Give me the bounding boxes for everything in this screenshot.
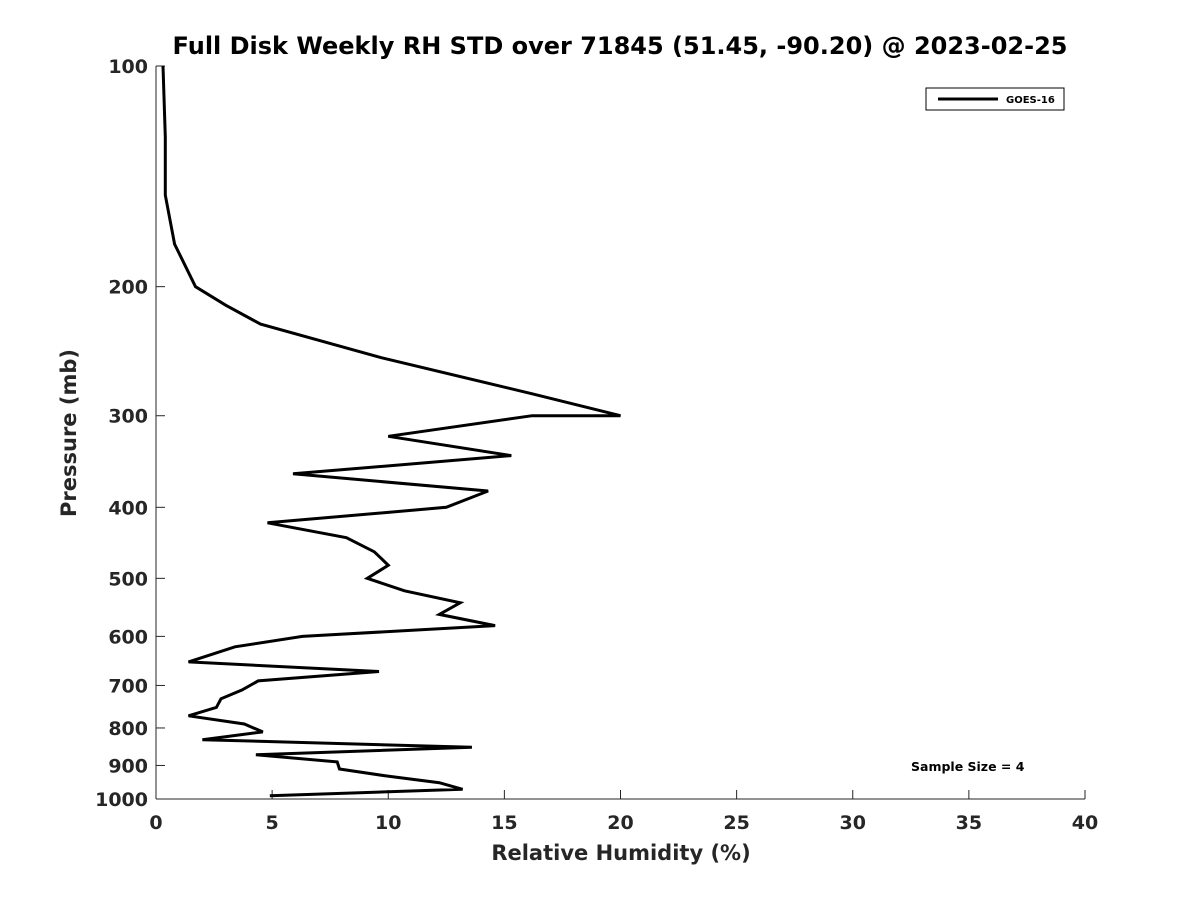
x-tick-label: 35: [956, 812, 982, 834]
y-tick-label: 700: [108, 675, 148, 697]
series-layer: [161, 65, 621, 798]
y-axis-label: Pressure (mb): [57, 349, 81, 517]
y-tick-label: 500: [108, 568, 148, 590]
x-tick-label: 30: [840, 812, 866, 834]
x-axis: 0 5 10 15 20 25 30 35 40: [149, 790, 1098, 834]
x-tick-label: 15: [491, 812, 517, 834]
y-tick-label: 800: [108, 718, 148, 740]
legend: GOES-16: [925, 87, 1065, 111]
y-tick-label: 900: [108, 755, 148, 777]
y-tick-label: 100: [108, 56, 148, 78]
x-tick-label: 25: [723, 812, 749, 834]
y-tick-label: 200: [108, 277, 148, 299]
y-tick-label: 600: [108, 626, 148, 648]
x-tick-label: 0: [149, 812, 162, 834]
x-tick-label: 20: [607, 812, 633, 834]
x-tick-label: 10: [375, 812, 401, 834]
legend-label-goes-16: GOES-16: [1006, 95, 1055, 106]
y-tick-label: 300: [108, 406, 148, 428]
y-axis: 100 200 300 400 500 600 700 800 900 1000: [95, 56, 165, 811]
x-axis-label: Relative Humidity (%): [491, 841, 750, 865]
x-tick-label: 40: [1072, 812, 1098, 834]
y-tick-label: 400: [108, 497, 148, 519]
sample-size-annotation: Sample Size = 4: [911, 759, 1025, 774]
y-tick-label: 1000: [95, 789, 148, 811]
plot-area: [155, 66, 1085, 800]
x-tick-label: 5: [266, 812, 279, 834]
series-line-0: [161, 65, 621, 798]
chart-title: Full Disk Weekly RH STD over 71845 (51.4…: [173, 32, 1068, 60]
